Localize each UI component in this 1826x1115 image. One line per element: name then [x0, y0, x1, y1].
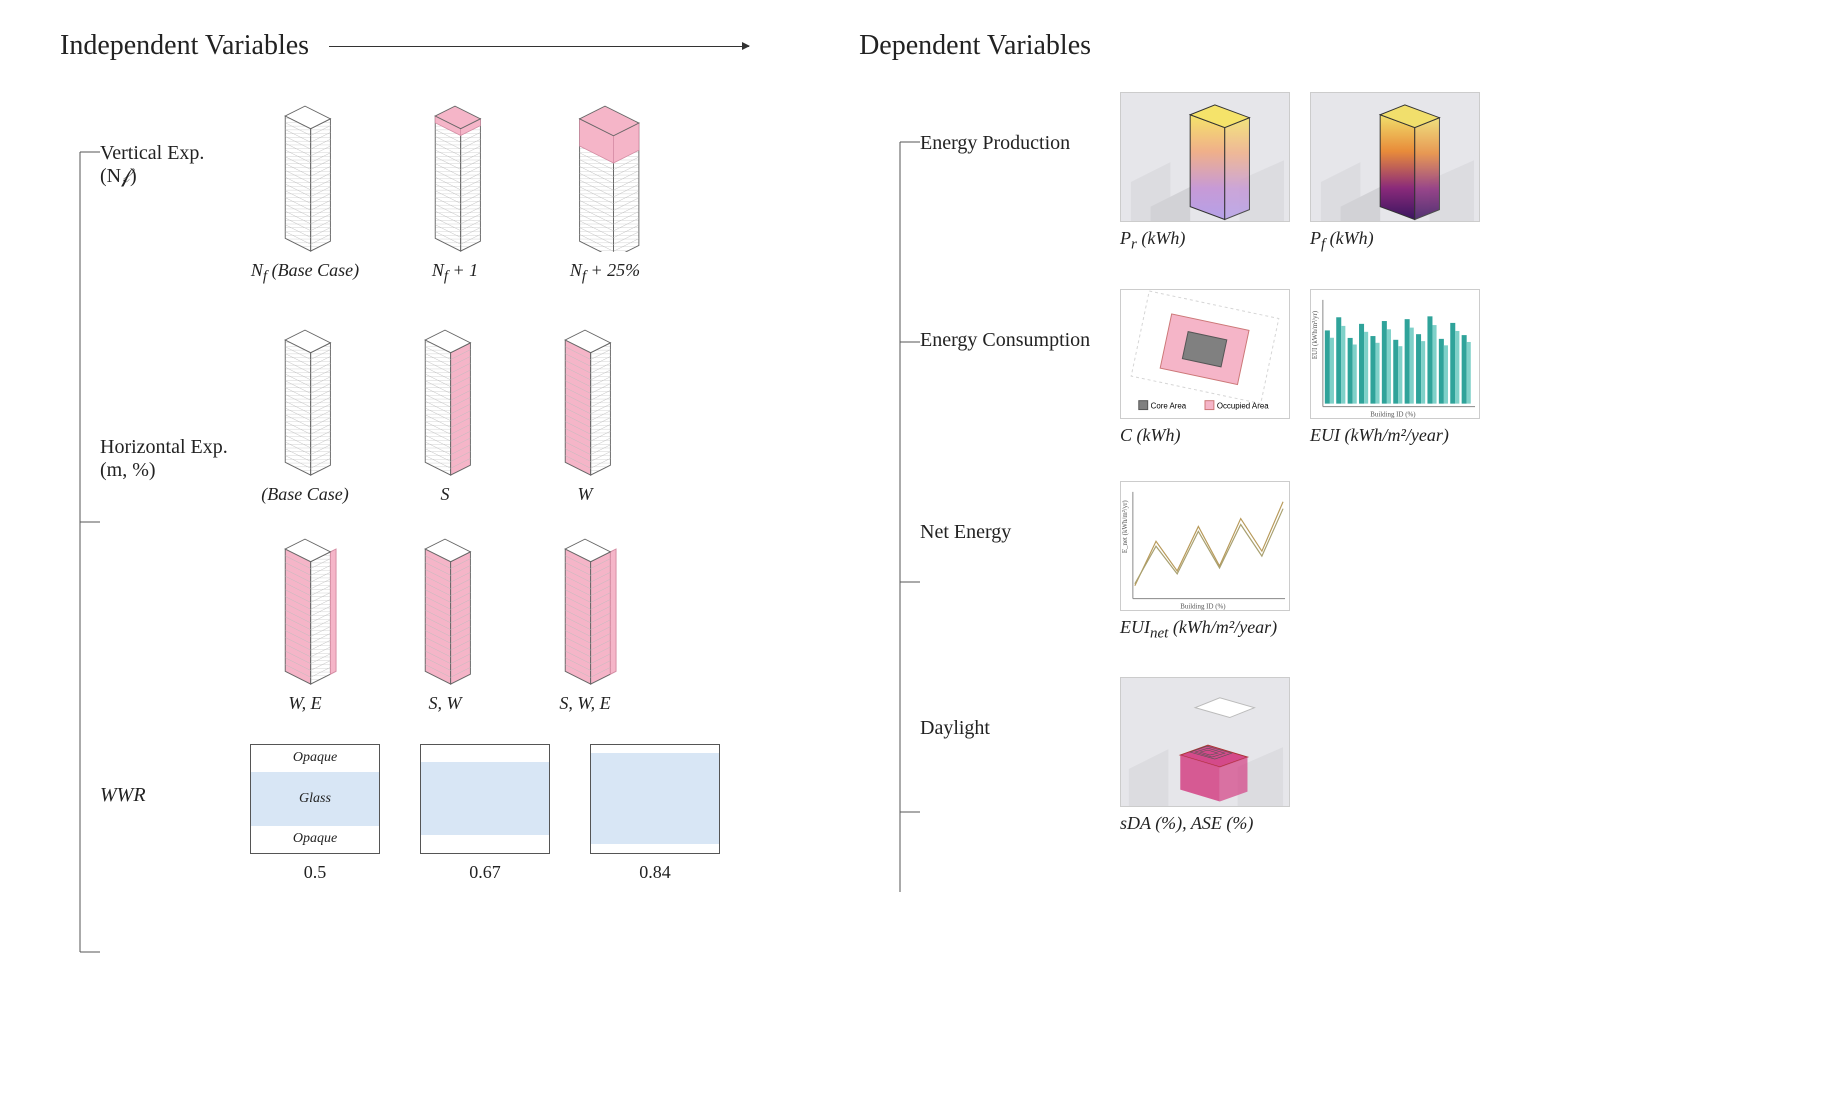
- svg-text:Occupied Area: Occupied Area: [1217, 401, 1269, 410]
- dependent-row: Energy Production Pr (kWh) Pf (kWh): [880, 92, 1766, 254]
- vertical-exp-label: Vertical Exp. (N𝒻): [100, 92, 250, 188]
- thumb-image: Core Area Occupied Area: [1120, 289, 1290, 419]
- horizontal-exp-label: Horizontal Exp. (m, %): [100, 316, 250, 482]
- thumb-group: Pr (kWh) Pf (kWh): [1120, 92, 1480, 254]
- thumb-group: E_net (kWh/m²/yr) Building ID (%) EUInet…: [1120, 481, 1290, 643]
- horizontal-caption: (Base Case): [261, 484, 348, 505]
- thumb-caption: Pr (kWh): [1120, 228, 1290, 254]
- independent-title: Independent Variables: [60, 30, 309, 62]
- vertical-exp-row: Vertical Exp. (N𝒻) Nf (Base Case) Nf + 1…: [60, 92, 820, 286]
- thumb-pr: Pr (kWh): [1120, 92, 1290, 254]
- horizontal-item: S: [390, 316, 500, 505]
- vertical-items: Nf (Base Case) Nf + 1 Nf + 25%: [250, 92, 820, 286]
- horizontal-exp-row: Horizontal Exp. (m, %) (Base Case) S W W…: [60, 316, 820, 714]
- vertical-item: Nf + 25%: [550, 92, 660, 286]
- wwr-box: [420, 744, 550, 854]
- horizontal-item: W: [530, 316, 640, 505]
- building-icon: [530, 316, 640, 476]
- main-columns: Vertical Exp. (N𝒻) Nf (Base Case) Nf + 1…: [60, 92, 1766, 913]
- dependent-row-label: Energy Consumption: [920, 289, 1120, 352]
- independent-column: Vertical Exp. (N𝒻) Nf (Base Case) Nf + 1…: [60, 92, 820, 913]
- horizontal-item: S, W, E: [530, 525, 640, 714]
- horizontal-caption: S: [441, 484, 450, 505]
- horizontal-caption: W: [578, 484, 593, 505]
- building-icon: [400, 92, 510, 252]
- dependent-row: Energy Consumption Core Area Occupied Ar…: [880, 289, 1766, 446]
- wwr-item: Opaque Glass Opaque 0.5: [250, 744, 380, 883]
- wwr-value: 0.67: [469, 862, 501, 883]
- thumb-image: [1120, 677, 1290, 807]
- building-icon: [550, 92, 660, 252]
- dependent-row-label: Daylight: [920, 677, 1120, 740]
- thumb-group: sDA (%), ASE (%): [1120, 677, 1290, 834]
- wwr-box: Opaque Glass Opaque: [250, 744, 380, 854]
- vertical-caption: Nf + 25%: [570, 260, 640, 286]
- dependent-title: Dependent Variables: [859, 30, 1091, 62]
- svg-text:Building ID (%): Building ID (%): [1180, 603, 1225, 610]
- thumb-caption: C (kWh): [1120, 425, 1290, 446]
- horizontal-caption: S, W: [429, 693, 462, 714]
- building-icon: [250, 92, 360, 252]
- thumb-pf: Pf (kWh): [1310, 92, 1480, 254]
- building-icon: [250, 525, 360, 685]
- wwr-item: 0.84: [590, 744, 720, 883]
- dependent-row: Daylight sDA (%), ASE (%): [880, 677, 1766, 834]
- wwr-value: 0.5: [304, 862, 327, 883]
- building-icon: [390, 316, 500, 476]
- thumb-image: EUI (kWh/m²/yr) Building ID (%): [1310, 289, 1480, 419]
- thumb-caption: EUInet (kWh/m²/year): [1120, 617, 1290, 643]
- vertical-caption: Nf + 1: [432, 260, 478, 286]
- horizontal-item: S, W: [390, 525, 500, 714]
- thumb-image: [1120, 92, 1290, 222]
- vertical-caption: Nf (Base Case): [251, 260, 359, 286]
- svg-text:E_net (kWh/m²/yr): E_net (kWh/m²/yr): [1122, 500, 1129, 553]
- dependent-row-label: Net Energy: [920, 481, 1120, 544]
- wwr-item: 0.67: [420, 744, 550, 883]
- thumb-caption: EUI (kWh/m²/year): [1310, 425, 1480, 446]
- building-icon: [250, 316, 360, 476]
- thumb-caption: Pf (kWh): [1310, 228, 1480, 254]
- wwr-value: 0.84: [639, 862, 671, 883]
- svg-text:EUI (kWh/m²/yr): EUI (kWh/m²/yr): [1312, 310, 1319, 358]
- wwr-items: Opaque Glass Opaque 0.5 0.67 0.84: [250, 744, 820, 883]
- vertical-item: Nf + 1: [400, 92, 510, 286]
- svg-text:Core Area: Core Area: [1151, 401, 1187, 410]
- header-arrow: [329, 46, 749, 47]
- building-icon: [530, 525, 640, 685]
- building-icon: [390, 525, 500, 685]
- thumb-group: Core Area Occupied Area C (kWh) EUI (kWh…: [1120, 289, 1480, 446]
- thumb-caption: sDA (%), ASE (%): [1120, 813, 1290, 834]
- wwr-label: WWR: [100, 744, 250, 807]
- horizontal-items: (Base Case) S W W, E S, W S, W, E: [250, 316, 770, 714]
- dependent-row: Net Energy E_net (kWh/m²/yr) Building ID…: [880, 481, 1766, 643]
- wwr-box: [590, 744, 720, 854]
- thumb-image: E_net (kWh/m²/yr) Building ID (%): [1120, 481, 1290, 611]
- horizontal-item: (Base Case): [250, 316, 360, 505]
- headers-row: Independent Variables Dependent Variable…: [60, 30, 1766, 62]
- horizontal-item: W, E: [250, 525, 360, 714]
- wwr-row: WWR Opaque Glass Opaque 0.5 0.67 0.84: [60, 744, 820, 883]
- thumb-euinet: E_net (kWh/m²/yr) Building ID (%) EUInet…: [1120, 481, 1290, 643]
- thumb-image: [1310, 92, 1480, 222]
- thumb-daylight: sDA (%), ASE (%): [1120, 677, 1290, 834]
- horizontal-caption: S, W, E: [559, 693, 610, 714]
- dependent-row-label: Energy Production: [920, 92, 1120, 155]
- horizontal-caption: W, E: [288, 693, 321, 714]
- dependent-column: Energy Production Pr (kWh) Pf (kWh) Ener…: [880, 92, 1766, 913]
- vertical-item: Nf (Base Case): [250, 92, 360, 286]
- thumb-eui: EUI (kWh/m²/yr) Building ID (%) EUI (kWh…: [1310, 289, 1480, 446]
- svg-text:Building ID (%): Building ID (%): [1370, 411, 1415, 418]
- thumb-c: Core Area Occupied Area C (kWh): [1120, 289, 1290, 446]
